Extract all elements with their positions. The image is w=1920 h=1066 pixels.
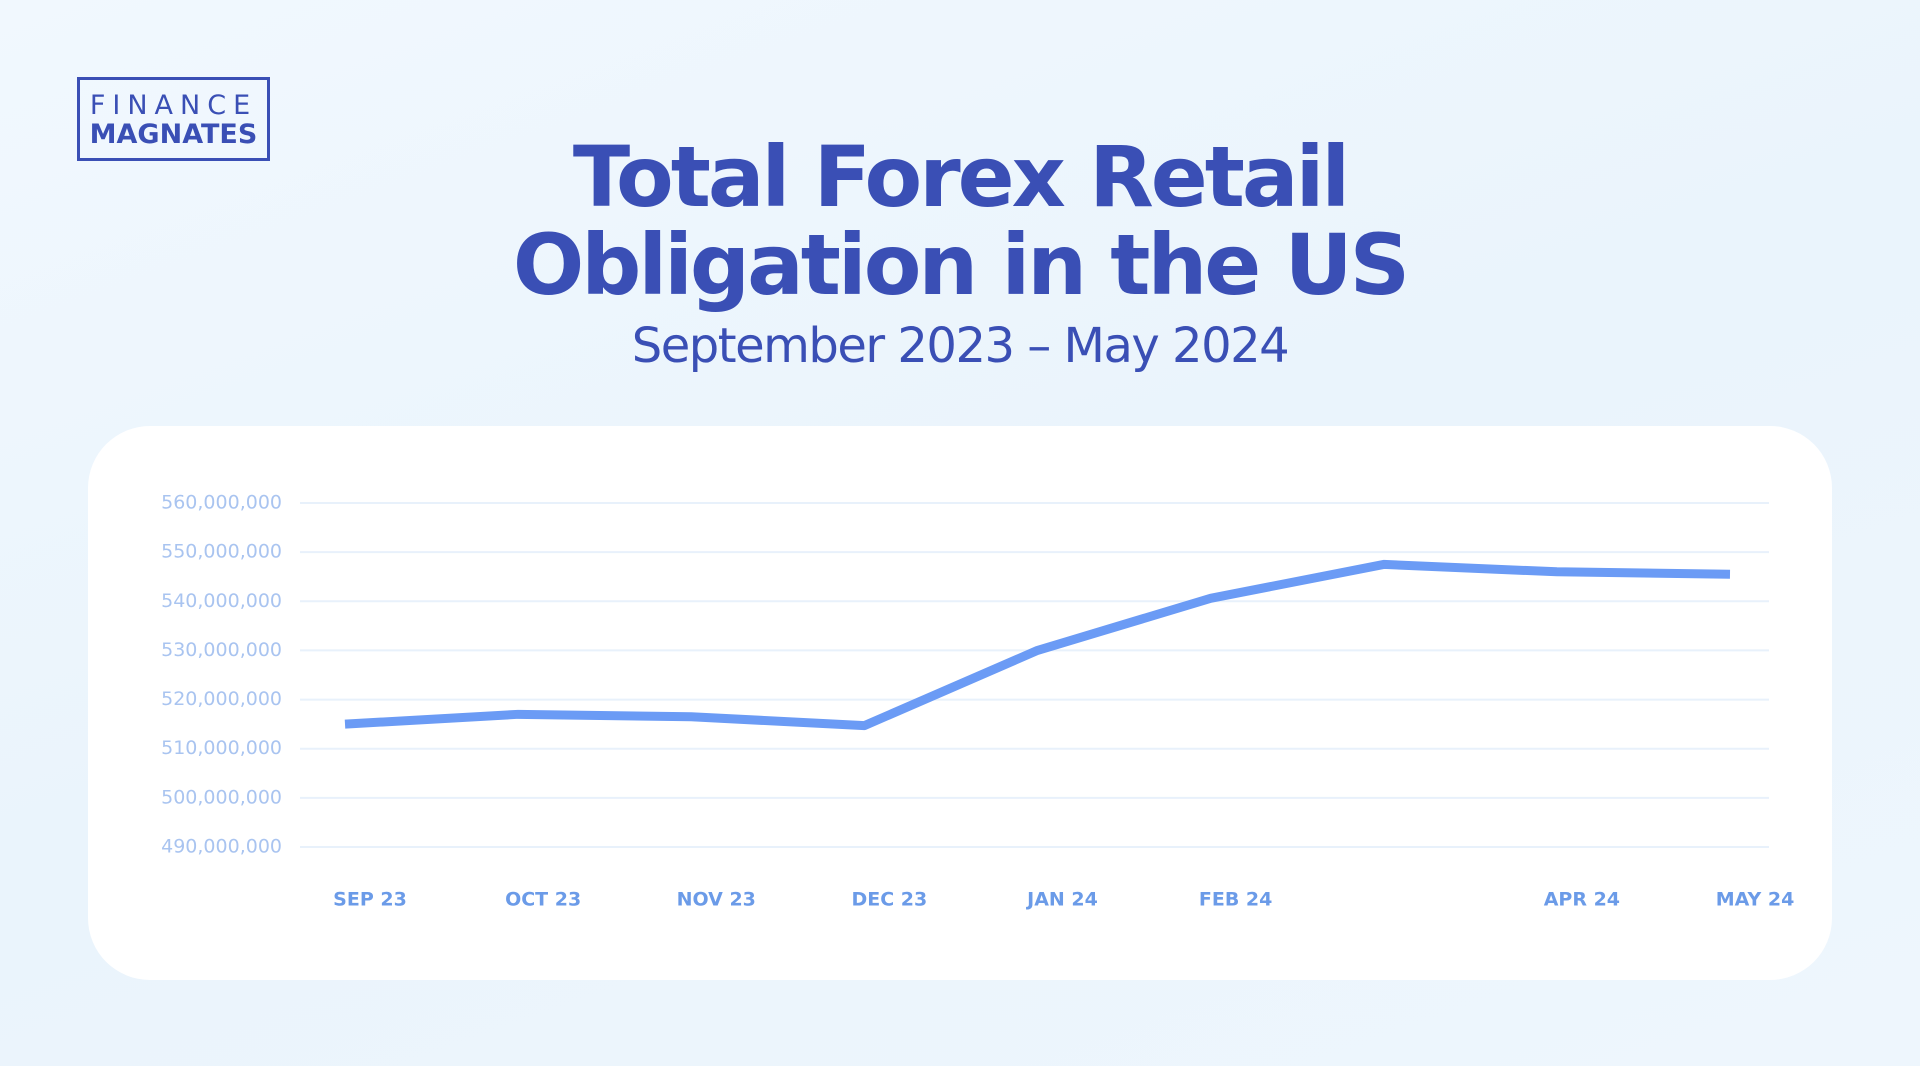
logo: FINANCE MAGNATES — [77, 77, 270, 161]
x-tick-label: OCT 23 — [505, 889, 581, 911]
x-tick-label: NOV 23 — [677, 889, 756, 911]
data-line — [344, 559, 1731, 731]
x-tick-label: SEP 23 — [333, 889, 407, 911]
x-tick-label: FEB 24 — [1199, 889, 1273, 911]
x-tick-label: DEC 23 — [852, 889, 928, 911]
chart-title: Total Forex Retail — [572, 128, 1350, 226]
y-tick-label: 560,000,000 — [161, 492, 282, 514]
x-tick-label: MAY 24 — [1716, 889, 1795, 911]
x-tick-label: APR 24 — [1544, 889, 1620, 911]
x-tick-label: JAN 24 — [1025, 889, 1098, 911]
y-tick-label: 500,000,000 — [161, 786, 282, 808]
y-tick-label: 490,000,000 — [161, 836, 282, 858]
chart-title: Obligation in the US — [512, 216, 1410, 314]
y-tick-label: 550,000,000 — [161, 541, 282, 563]
chart-subtitle: September 2023 – May 2024 — [631, 318, 1290, 374]
logo-text: MAGNATES — [89, 119, 258, 150]
y-tick-label: 540,000,000 — [161, 590, 282, 612]
y-tick-label: 510,000,000 — [161, 737, 282, 759]
logo-text: FINANCE — [89, 90, 258, 121]
y-tick-label: 520,000,000 — [161, 688, 282, 710]
y-tick-label: 530,000,000 — [161, 639, 282, 661]
